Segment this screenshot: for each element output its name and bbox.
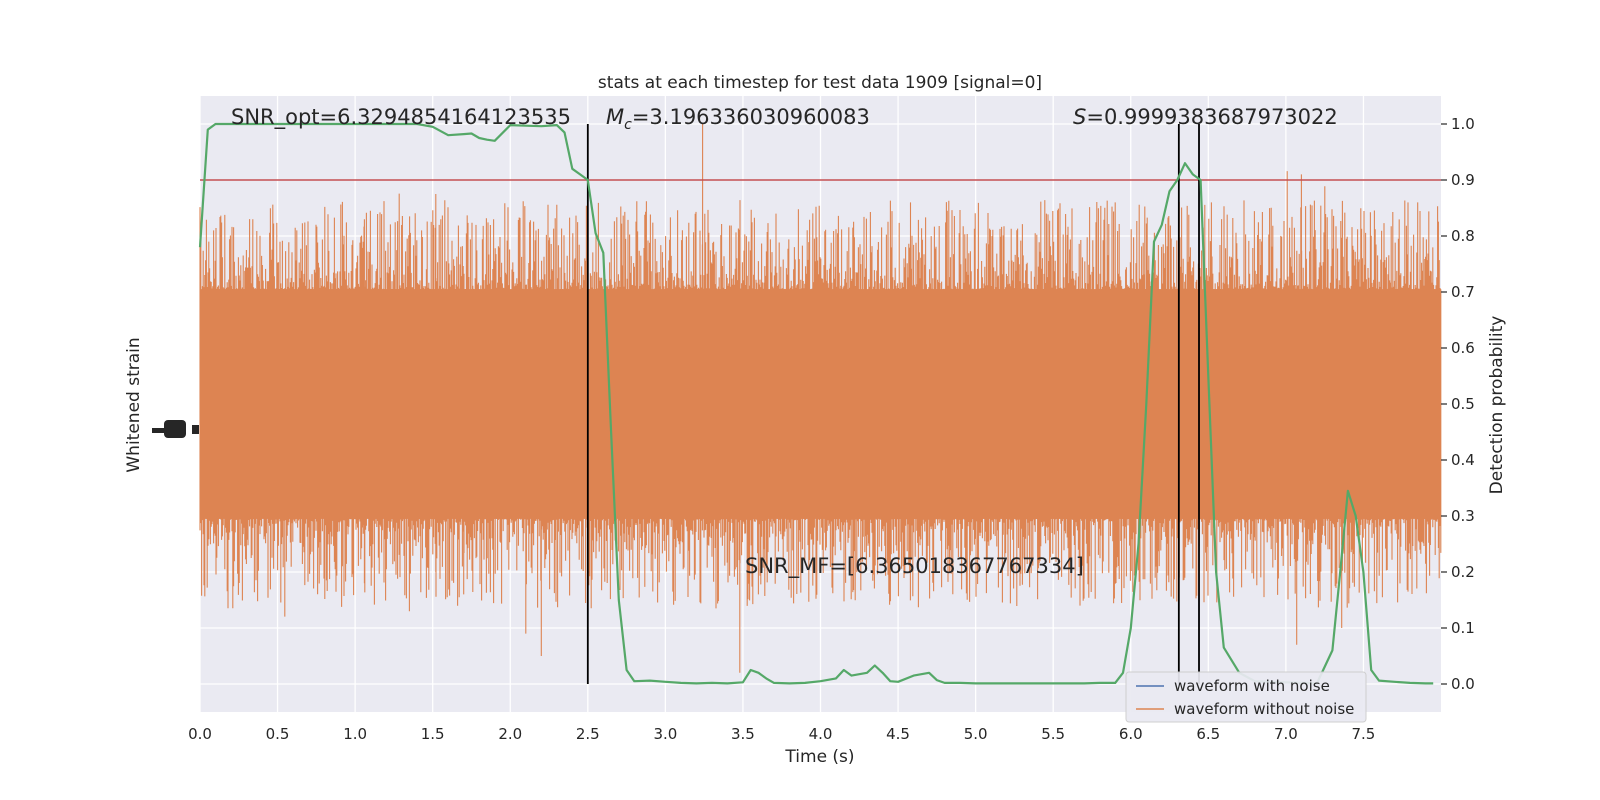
x-tick-label: 7.5 [1352, 725, 1376, 743]
y-right-tick-label: 0.9 [1451, 171, 1475, 189]
legend-label-waveform-without-noise: waveform without noise [1174, 700, 1354, 718]
detection-probability-line [198, 122, 1434, 685]
waveform-without-noise-layer [199, 124, 1442, 673]
y-right-tick-label: 0.6 [1451, 339, 1475, 357]
legend: waveform with noise waveform without noi… [1125, 671, 1367, 723]
annotation-snr-opt: SNR_opt=6.3294854164123535 [231, 105, 571, 130]
x-tick-label: 2.5 [576, 725, 600, 743]
y-right-tick-label: 0.1 [1451, 619, 1475, 637]
x-tick-label: 6.5 [1196, 725, 1220, 743]
annotation-mc: Mc=3.196336030960083 [606, 105, 870, 133]
reference-lines-layer [200, 124, 1441, 684]
s-symbol: S [1073, 105, 1086, 129]
waveform-without-noise-line [199, 124, 1442, 673]
y-right-tick-label: 0.8 [1451, 227, 1475, 245]
chart-title: stats at each timestep for test data 190… [598, 73, 1042, 93]
x-tick-label: 5.5 [1041, 725, 1065, 743]
legend-label-waveform-with-noise: waveform with noise [1174, 677, 1330, 695]
mc-value: =3.196336030960083 [632, 105, 870, 129]
left-tick-glyph [164, 420, 186, 438]
mc-subscript: c [624, 117, 632, 133]
x-tick-label: 7.0 [1274, 725, 1298, 743]
x-tick-label: 3.5 [731, 725, 755, 743]
y-right-tick-label: 0.2 [1451, 563, 1475, 581]
y-right-tick-label: 0.4 [1451, 451, 1475, 469]
x-tick-label: 1.5 [421, 725, 445, 743]
x-tick-label: 4.0 [809, 725, 833, 743]
legend-box [1125, 671, 1367, 723]
left-tick-glyph [152, 428, 166, 433]
left-tick-glyph [192, 425, 199, 434]
annotation-s: S=0.9999383687973022 [1073, 105, 1338, 129]
y-right-tick-label: 1.0 [1451, 115, 1475, 133]
y-right-tick-label: 0.5 [1451, 395, 1475, 413]
mc-symbol: M [606, 105, 624, 129]
detection-probability-layer [198, 122, 1434, 685]
x-tick-label: 3.0 [653, 725, 677, 743]
y-right-tick-label: 0.3 [1451, 507, 1475, 525]
annotation-snr-mf: SNR_MF=[6.365018367767334] [745, 554, 1084, 579]
x-tick-label: 6.0 [1119, 725, 1143, 743]
left-axis-overlapping-ticks [152, 420, 199, 438]
y-axis-left-label: Whitened strain [124, 337, 144, 472]
y-right-tick-label: 0.0 [1451, 675, 1475, 693]
x-tick-label: 5.0 [964, 725, 988, 743]
tick-layer: 0.0 0.5 1.0 1.5 2.0 2.5 3.0 3.5 4.0 4.5 5.0 5.5 6.0 6… [188, 115, 1475, 743]
y-axis-right-label: Detection probability [1487, 316, 1507, 495]
x-axis-label: Time (s) [784, 747, 854, 767]
x-tick-label: 4.5 [886, 725, 910, 743]
x-tick-label: 2.0 [498, 725, 522, 743]
s-value: =0.9999383687973022 [1086, 105, 1337, 129]
x-tick-label: 0.5 [266, 725, 290, 743]
x-tick-label: 1.0 [343, 725, 367, 743]
y-right-tick-label: 0.7 [1451, 283, 1475, 301]
x-tick-label: 0.0 [188, 725, 212, 743]
